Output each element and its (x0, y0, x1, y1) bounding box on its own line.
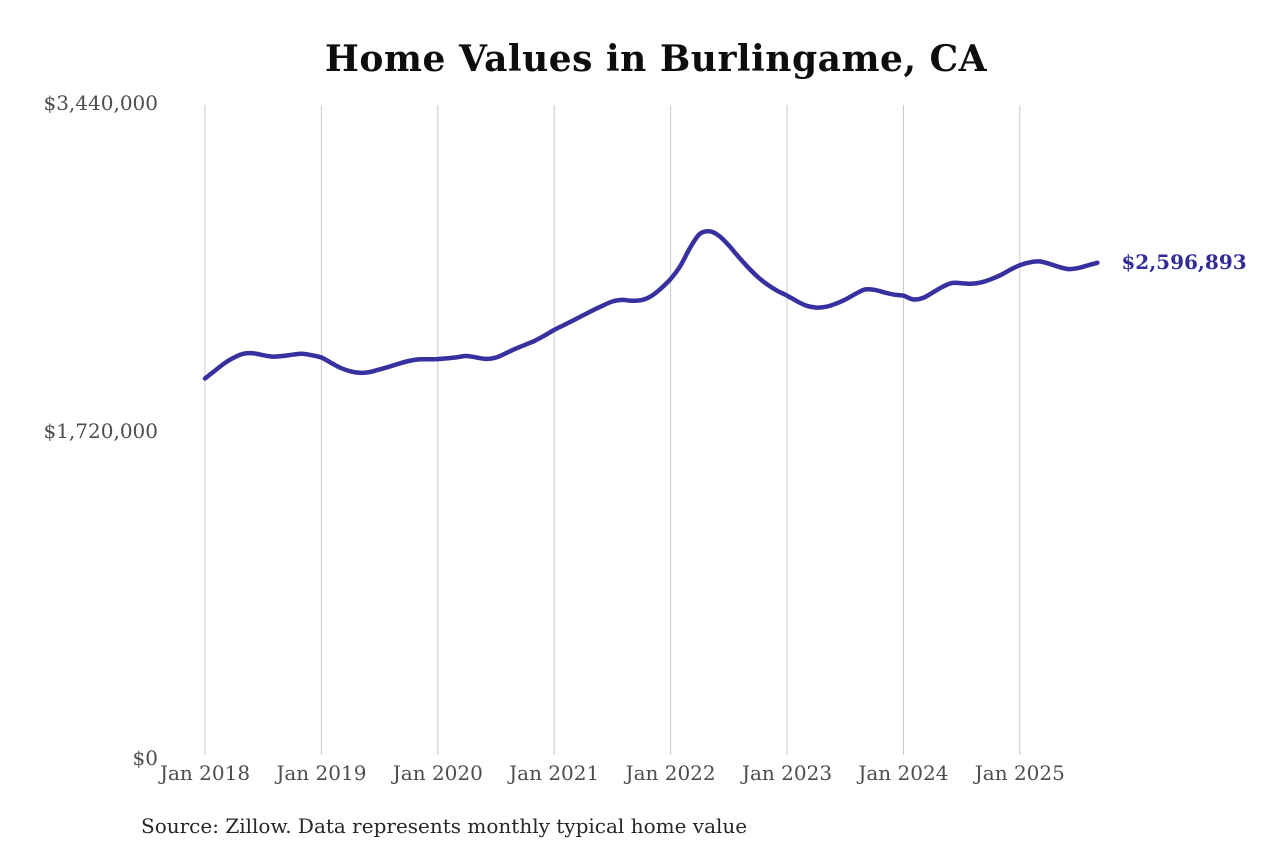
source-note: Source: Zillow. Data represents monthly … (141, 814, 748, 838)
x-axis-tick-label: Jan 2019 (276, 761, 367, 785)
x-axis-tick-label: Jan 2018 (159, 761, 251, 785)
x-axis-tick-label: Jan 2021 (509, 761, 600, 785)
x-axis: Jan 2018 Jan 2019 Jan 2020 Jan 2021 Jan 2022… (0, 761, 1280, 791)
y-axis-tick-label-zero: $0 (132, 746, 158, 770)
x-axis-tick-label: Jan 2022 (625, 761, 716, 785)
y-axis-tick-label-mid: $1,720,000 (43, 419, 158, 443)
current-value-label: $2,596,893 (1121, 249, 1247, 274)
home-value-line (202, 228, 1100, 381)
chart-title: Home Values in Burlingame, CA (324, 38, 988, 80)
x-axis-tick-label: Jan 2020 (392, 761, 483, 785)
x-axis-tick-label: Jan 2025 (974, 761, 1065, 785)
y-axis-tick-label-max: $3,440,000 (43, 91, 158, 115)
x-axis-tick-label: Jan 2023 (741, 761, 833, 785)
x-axis-tick-label: Jan 2024 (858, 761, 949, 785)
